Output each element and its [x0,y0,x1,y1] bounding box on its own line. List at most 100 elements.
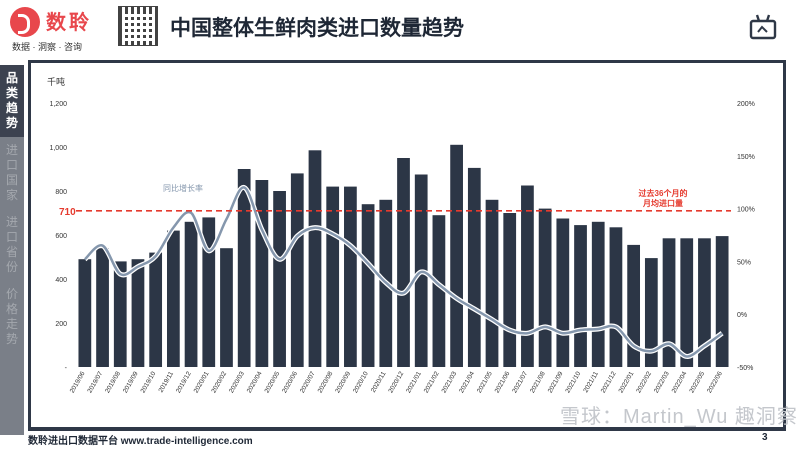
x-tick-label: 2022/06 [706,370,724,394]
bar [503,213,517,367]
page-title: 中国整体生鲜肉类进口数量趋势 [170,17,464,40]
x-tick-label: 2020/12 [387,370,405,394]
sidebar-item-category-trend[interactable]: 品类趋势 [0,65,24,137]
average-value-label: 710 [59,207,76,218]
average-note-line2: 月均进口量 [642,198,683,208]
bar [644,258,658,367]
x-tick-label: 2020/01 [193,370,211,394]
bar [609,227,623,367]
x-tick-label: 2019/08 [104,370,122,394]
bar [397,158,410,367]
x-tick-label: 2019/12 [175,370,193,394]
bar [113,261,127,367]
x-tick-label: 2022/01 [618,370,636,394]
x-tick-label: 2021/06 [494,370,512,394]
y-tick-label: 800 [55,189,67,196]
bar [591,221,605,367]
average-note-line1: 过去36个月的 [639,188,688,198]
y2-tick-label: 200% [737,101,755,108]
bar [149,252,163,367]
x-tick-label: 2020/05 [264,370,282,394]
bar [96,248,109,367]
bar [627,244,641,367]
brand-tagline: 数据 · 洞察 · 咨询 [12,42,82,52]
bar [290,173,304,367]
x-tick-label: 2022/05 [688,370,706,394]
y-tick-label: 600 [55,233,67,240]
bar [556,218,570,367]
bar [202,217,216,367]
bar [574,225,587,367]
x-tick-label: 2019/11 [158,370,176,394]
x-tick-label: 2019/07 [86,370,104,394]
growth-rate-line [83,186,723,358]
bar [344,186,357,367]
bar [538,208,552,367]
bar [361,204,375,367]
y-tick-label: 1,000 [49,145,67,152]
bar [467,167,481,367]
bar [131,259,145,367]
x-tick-label: 2020/08 [317,370,335,394]
bar [715,236,729,367]
x-tick-label: 2019/10 [140,370,158,394]
y-tick-label: - [65,365,68,372]
x-tick-label: 2020/09 [334,370,352,394]
header: 数聆 数据 · 洞察 · 咨询 中国整体生鲜肉类进口数量趋势 [0,0,800,57]
x-tick-label: 2020/02 [210,370,228,394]
bar [485,199,499,367]
x-tick-label: 2022/02 [635,370,653,394]
bar [432,215,446,367]
x-tick-label: 2021/08 [529,370,547,394]
x-tick-label: 2021/04 [458,370,476,394]
brand-logo-icon [10,7,40,37]
x-tick-label: 2022/04 [671,370,689,394]
chart: 千吨 - 200 400 600 800 1,000 1,200 -50% 0% 50% 100% 15… [47,76,755,394]
x-tick-label: 2021/09 [547,370,565,394]
y-tick-label: 1,200 [49,101,67,108]
bar [521,185,534,367]
bar [78,259,92,367]
x-tick-label: 2021/03 [441,370,459,394]
page-number: 3 [762,432,768,443]
bar [273,191,286,367]
x-tick-label: 2020/03 [228,370,246,394]
basket-icon [749,14,777,40]
footer-text: 数聆进出口数据平台 www.trade-intelligence.com [28,436,253,447]
chart-frame: 千吨 - 200 400 600 800 1,000 1,200 -50% 0% 50% 100% 15… [28,60,786,430]
x-tick-label: 2021/01 [405,370,423,394]
bar [184,221,198,367]
brand-name: 数聆 [46,12,92,34]
y-axis-label: 千吨 [47,76,65,87]
x-tick-label: 2020/11 [370,370,388,394]
x-tick-label: 2021/07 [511,370,529,394]
x-tick-label: 2020/10 [352,370,370,394]
bar [308,150,322,367]
x-tick-label: 2022/03 [653,370,671,394]
x-tick-label: 2021/11 [582,370,600,394]
y2-tick-label: 0% [737,312,747,319]
x-tick-label: 2019/06 [69,370,87,394]
sidebar-item-import-province[interactable]: 进口省份 [5,215,18,274]
x-tick-label: 2021/10 [564,370,582,394]
y2-tick-label: 50% [737,259,751,266]
bar [255,180,269,367]
bar [662,238,676,367]
footer-divider [28,428,786,431]
x-tick-label: 2020/04 [246,370,264,394]
y2-tick-label: 150% [737,154,755,161]
watermark: 雪球：Martin_Wu 趣洞察 [560,406,798,428]
x-tick-label: 2021/05 [476,370,494,394]
sidebar-item-import-country[interactable]: 进口国家 [5,143,18,202]
bar [680,238,694,367]
bar [450,144,463,367]
y-tick-label: 200 [55,321,67,328]
qr-code-icon [118,6,158,46]
bar [326,186,340,367]
growth-rate-label: 同比增长率 [163,183,203,193]
x-tick-label: 2020/06 [281,370,299,394]
bar [166,230,180,367]
sidebar: 品类趋势 进口国家 进口省份 价格走势 [0,65,24,435]
y-tick-label: 400 [55,277,67,284]
sidebar-item-price-trend[interactable]: 价格走势 [5,287,18,346]
